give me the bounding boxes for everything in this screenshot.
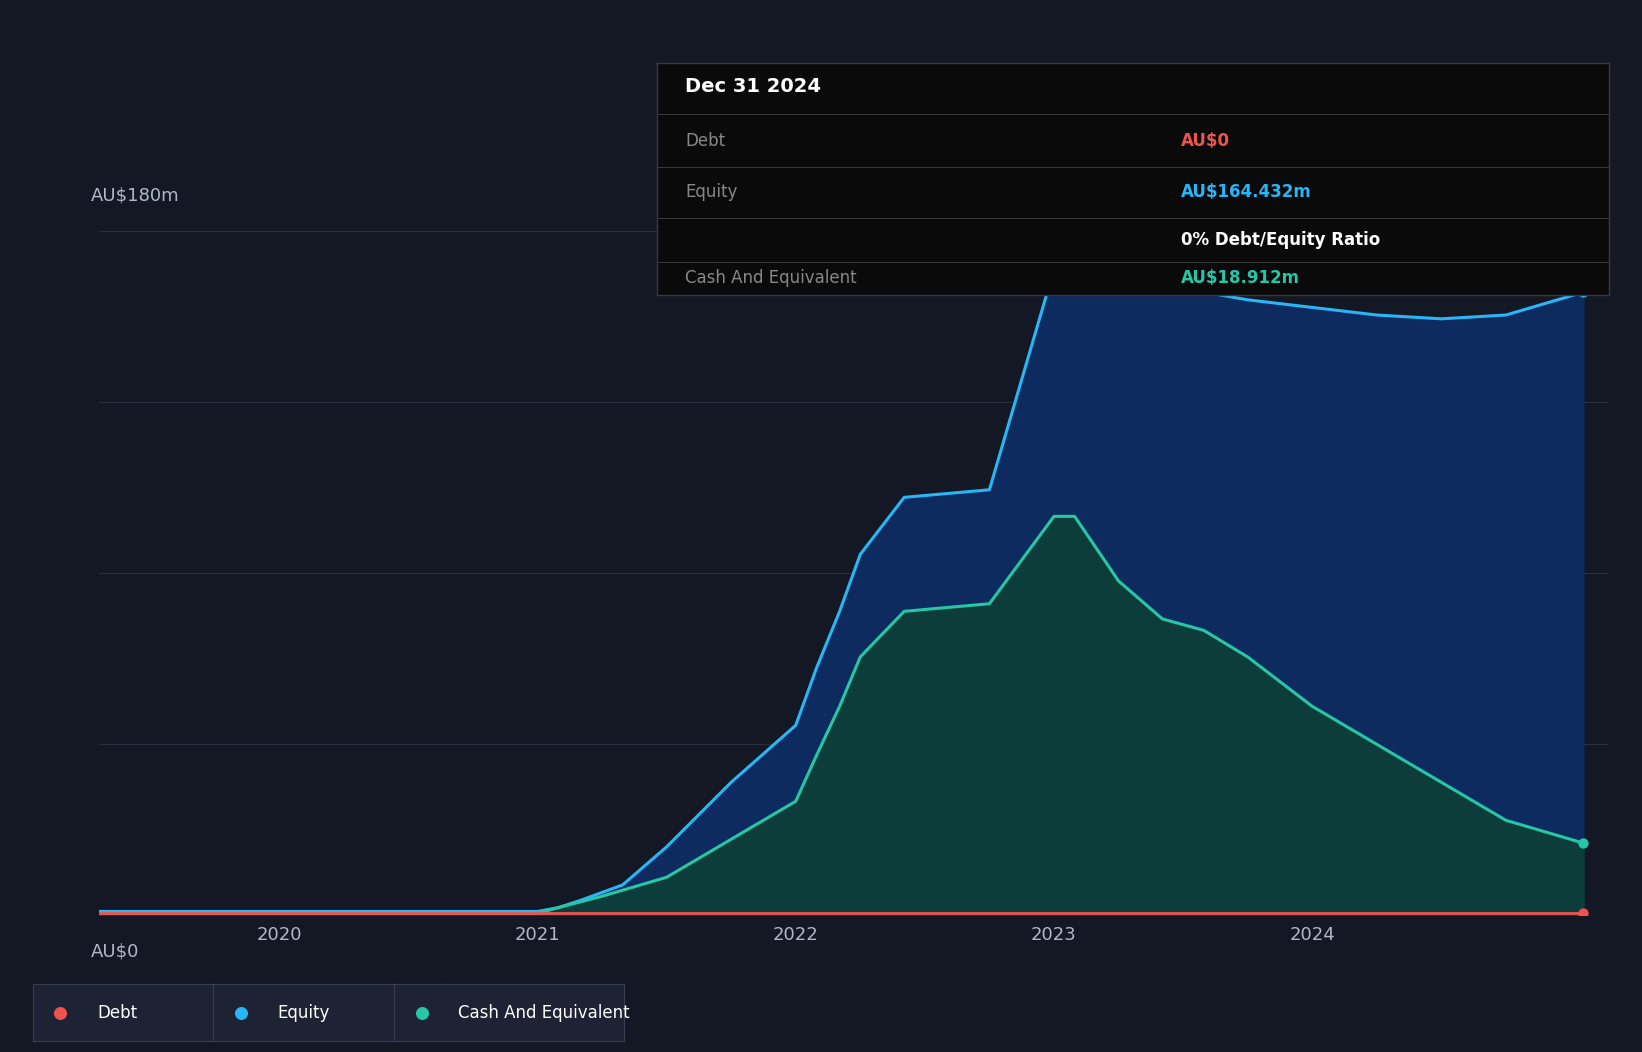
Text: AU$180m: AU$180m [90, 186, 179, 204]
Point [228, 1004, 255, 1020]
Text: 0% Debt/Equity Ratio: 0% Debt/Equity Ratio [1181, 231, 1379, 249]
Point [409, 1004, 435, 1020]
Point [1570, 905, 1596, 922]
Text: Cash And Equivalent: Cash And Equivalent [458, 1004, 631, 1021]
Text: Cash And Equivalent: Cash And Equivalent [685, 269, 857, 287]
Text: Dec 31 2024: Dec 31 2024 [685, 77, 821, 96]
Text: Debt: Debt [97, 1004, 138, 1021]
Text: Debt: Debt [685, 132, 726, 149]
Point [1570, 284, 1596, 301]
Text: Equity: Equity [277, 1004, 330, 1021]
Point [1570, 834, 1596, 851]
Point [48, 1004, 74, 1020]
Text: AU$0: AU$0 [90, 943, 140, 960]
Text: Equity: Equity [685, 183, 737, 201]
Text: AU$18.912m: AU$18.912m [1181, 269, 1299, 287]
Text: AU$164.432m: AU$164.432m [1181, 183, 1312, 201]
Text: AU$0: AU$0 [1181, 132, 1230, 149]
